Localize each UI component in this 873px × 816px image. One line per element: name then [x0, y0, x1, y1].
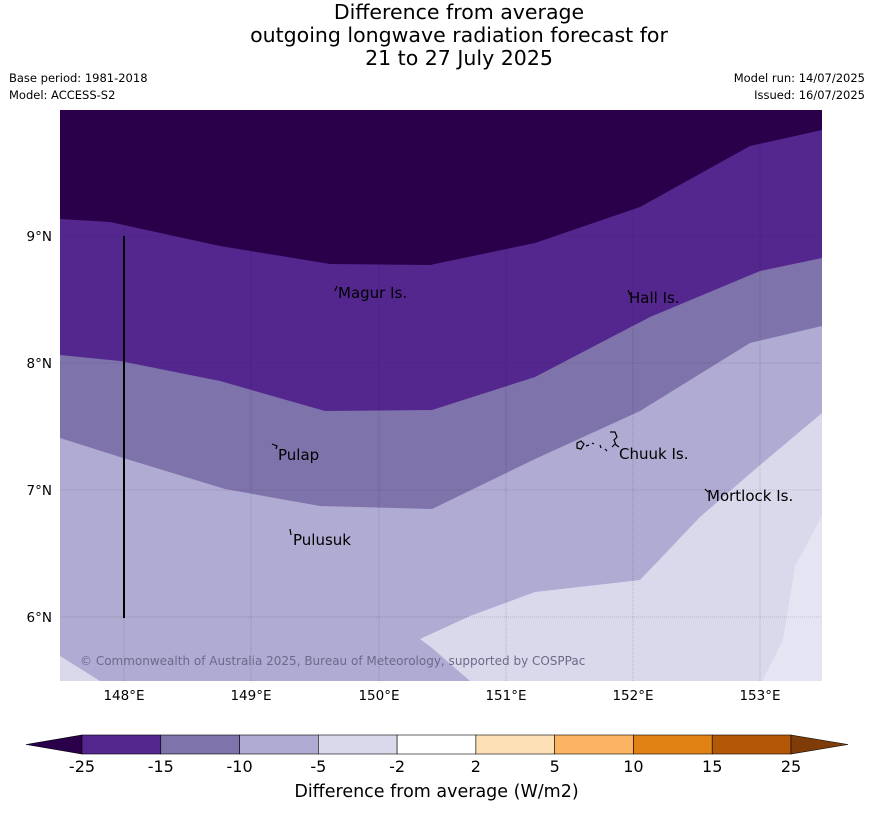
place-label-pulusuk: Pulusuk [293, 531, 351, 549]
colorbar-segment [318, 734, 398, 755]
place-label-chuuk: Chuuk Is. [619, 445, 688, 463]
latitude-labels: 9°N 8°N 7°N 6°N [27, 229, 52, 626]
island-chuuk-lagoon [576, 431, 620, 452]
colorbar-segment [633, 734, 713, 755]
colorbar-extend-high [790, 734, 849, 755]
island-mortlock [704, 488, 709, 493]
place-label-magur: Magur Is. [338, 284, 407, 302]
lon-tick-label: 149°E [230, 688, 271, 704]
colorbar-tick: -15 [148, 757, 174, 776]
island-markers [271, 285, 709, 536]
colorbar-label: Difference from average (W/m2) [294, 782, 579, 802]
lat-tick-label: 9°N [27, 229, 52, 245]
place-labels: Magur Is. Hall Is. Pulap Chuuk Is. Mortl… [278, 284, 793, 549]
colorbar-tick: -5 [310, 757, 326, 776]
place-label-hall: Hall Is. [629, 289, 680, 307]
model-run: Model run: 14/07/2025 [733, 71, 865, 85]
island-pulusuk [289, 528, 292, 536]
colorbar-segment [239, 734, 319, 755]
colorbar-tick-labels: -25 -15 -10 -5 -2 2 5 10 15 25 [69, 757, 801, 776]
colorbar-extend-low [25, 734, 83, 755]
title-line-2: outgoing longwave radiation forecast for [250, 23, 668, 47]
colorbar-tick: -25 [69, 757, 95, 776]
gridlines [60, 110, 822, 681]
issued-date: Issued: 16/07/2025 [754, 88, 865, 102]
colorbar-segment [81, 734, 162, 755]
contour-edge-east [762, 516, 822, 681]
lon-tick-label: 150°E [358, 688, 399, 704]
colorbar-tick: 10 [623, 757, 643, 776]
base-period: Base period: 1981-2018 [9, 71, 148, 85]
place-label-mortlock: Mortlock Is. [707, 487, 793, 505]
meta-right: Model run: 14/07/2025 Issued: 16/07/2025 [734, 70, 865, 104]
colorbar-tick: 15 [702, 757, 722, 776]
island-pulap [271, 443, 278, 450]
colorbar-tick: -2 [389, 757, 405, 776]
colorbar-tick: -10 [226, 757, 252, 776]
colorbar [25, 734, 849, 755]
lon-tick-label: 152°E [612, 688, 653, 704]
copyright-notice: © Commonwealth of Australia 2025, Bureau… [80, 654, 585, 668]
colorbar-segment [160, 734, 240, 755]
title-line-1: Difference from average [333, 0, 585, 24]
island-magur [334, 285, 338, 292]
band-minus-5-to-minus-2-west [60, 656, 100, 681]
lat-tick-label: 8°N [27, 356, 52, 372]
longitude-labels: 148°E 149°E 150°E 151°E 152°E 153°E [103, 688, 780, 704]
colorbar-tick: 5 [550, 757, 560, 776]
lon-tick-label: 153°E [739, 688, 780, 704]
map-title: Difference from average outgoing longwav… [0, 1, 873, 70]
lat-tick-label: 7°N [27, 483, 52, 499]
lat-tick-label: 6°N [27, 610, 52, 626]
lon-tick-label: 148°E [103, 688, 144, 704]
meta-left: Base period: 1981-2018 Model: ACCESS-S2 [9, 70, 148, 104]
band-minus-5-to-minus-2 [420, 413, 822, 681]
colorbar-tick: 25 [781, 757, 801, 776]
lon-tick-label: 151°E [485, 688, 526, 704]
model-name: Model: ACCESS-S2 [9, 88, 116, 102]
place-label-pulap: Pulap [278, 446, 319, 464]
colorbar-segment [396, 734, 477, 755]
title-line-3: 21 to 27 July 2025 [365, 46, 553, 70]
colorbar-segment [554, 734, 634, 755]
colorbar-segment [711, 734, 792, 755]
colorbar-segment [475, 734, 555, 755]
colorbar-tick: 2 [471, 757, 481, 776]
contour-map [60, 110, 822, 681]
island-hall [627, 289, 631, 296]
